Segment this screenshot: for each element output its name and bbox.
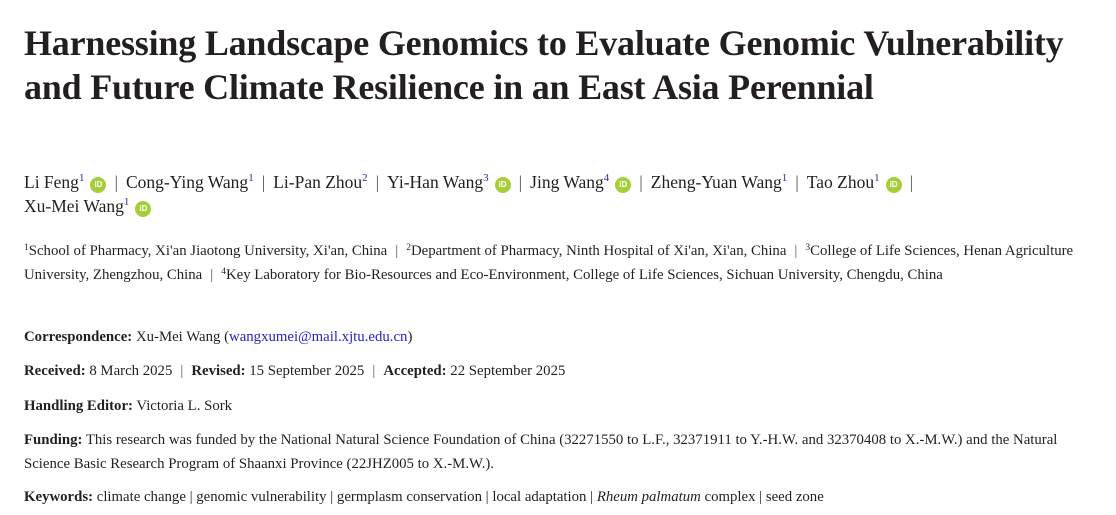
author[interactable]: Tao Zhou1 iD: [806, 172, 902, 193]
affiliation-text: College of Life Sciences, Henan Agricult…: [24, 243, 1074, 283]
divider: |: [518, 172, 523, 192]
keyword-rest: complex: [700, 489, 756, 505]
affiliation-superscript[interactable]: 2: [362, 172, 368, 184]
author[interactable]: Yi-Han Wang3 iD: [387, 172, 511, 193]
affiliation-superscript[interactable]: 1: [78, 172, 85, 184]
handling-editor: Handling Editor: Victoria L. Sork: [24, 395, 1099, 419]
author-name[interactable]: Jing Wang: [530, 172, 604, 192]
orcid-icon[interactable]: iD: [135, 201, 152, 217]
divider: |: [180, 363, 184, 379]
affiliation-number: 2: [406, 243, 411, 253]
divider: |: [375, 172, 380, 192]
divider: |: [372, 363, 376, 379]
funding-label: Funding:: [24, 432, 83, 448]
received-date: 8 March 2025: [89, 363, 173, 379]
divider: |: [909, 172, 914, 192]
editor-label: Handling Editor:: [24, 398, 133, 414]
correspondence-label: Correspondence:: [24, 329, 133, 345]
author-name[interactable]: Xu-Mei Wang: [24, 196, 124, 216]
affiliation-superscript[interactable]: 3: [483, 172, 489, 184]
affiliation-superscript[interactable]: 1: [781, 172, 788, 184]
funding-text: This research was funded by the National…: [24, 432, 1058, 472]
author-name[interactable]: Li-Pan Zhou: [273, 172, 363, 192]
author-name[interactable]: Cong-Ying Wang: [125, 172, 249, 192]
keyword: climate change: [96, 489, 186, 505]
author-name[interactable]: Tao Zhou: [806, 172, 875, 192]
orcid-icon[interactable]: iD: [615, 177, 632, 193]
affiliation-number: 3: [805, 243, 811, 253]
revised-label: Revised:: [191, 363, 246, 379]
author[interactable]: Jing Wang4 iD: [530, 172, 632, 193]
revised-date: 15 September 2025: [249, 363, 365, 379]
keyword: Rheum palmatum complex: [597, 489, 756, 505]
keyword-italic: Rheum palmatum: [596, 489, 701, 505]
keyword: local adaptation: [492, 489, 587, 505]
keyword: germplasm conservation: [336, 489, 482, 505]
correspondence-name: Xu-Mei Wang: [135, 329, 221, 345]
affiliation-superscript[interactable]: 4: [603, 172, 610, 184]
affiliation-superscript[interactable]: 1: [248, 172, 254, 184]
affiliation-number: 4: [221, 266, 226, 277]
editor-name: Victoria L. Sork: [136, 398, 233, 414]
divider: |: [261, 172, 266, 192]
author-name[interactable]: Li Feng: [24, 172, 79, 192]
affiliation-superscript[interactable]: 1: [123, 196, 130, 208]
affiliation-text: School of Pharmacy, Xi'an Jiaotong Unive…: [28, 243, 388, 259]
author[interactable]: Li Feng1 iD: [24, 172, 107, 193]
orcid-icon[interactable]: iD: [90, 177, 107, 193]
divider: |: [395, 243, 399, 259]
divider: |: [114, 172, 118, 192]
author-list: Li Feng1iD | Cong-Ying Wang1 | Li-Pan Zhou2 |…: [24, 170, 1099, 218]
author[interactable]: Xu-Mei Wang1 iD: [24, 196, 152, 217]
orcid-icon[interactable]: iD: [885, 177, 902, 193]
divider: |: [795, 172, 799, 192]
correspondence-email-link[interactable]: wangxumei@mail.xjtu.edu.cn: [229, 329, 408, 345]
keywords: Keywords: climate change | genomic vulne…: [24, 489, 824, 505]
article-title: Harnessing Landscape Genomics to Evaluat…: [24, 23, 1064, 107]
correspondence: Correspondence: Xu-Mei Wang (wangxumei@m…: [24, 329, 413, 345]
received-label: Received:: [24, 363, 86, 379]
keyword: seed zone: [765, 489, 824, 505]
keywords-label: Keywords:: [24, 489, 94, 505]
divider: |: [210, 266, 214, 283]
accepted-label: Accepted:: [383, 363, 447, 379]
author[interactable]: Cong-Ying Wang1: [126, 172, 254, 192]
author[interactable]: Li-Pan Zhou2: [273, 172, 367, 192]
article-dates: Received: 8 March 2025 | Revised: 15 Septe…: [24, 360, 1099, 384]
affiliation-text: Key Laboratory for Bio-Resources and Eco…: [225, 266, 943, 283]
funding: Funding: This research was funded by the…: [24, 429, 1099, 476]
affiliations: 1School of Pharmacy, Xi'an Jiaotong Univ…: [24, 240, 1099, 287]
divider: |: [794, 243, 798, 259]
affiliation-number: 1: [24, 243, 29, 253]
accepted-date: 22 September 2025: [450, 363, 566, 379]
author-name[interactable]: Yi-Han Wang: [387, 172, 484, 192]
affiliation-superscript[interactable]: 1: [874, 172, 880, 184]
author-name[interactable]: Zheng-Yuan Wang: [650, 172, 782, 192]
keyword: genomic vulnerability: [196, 489, 327, 505]
author[interactable]: Zheng-Yuan Wang1: [651, 172, 787, 192]
affiliation-text: Department of Pharmacy, Ninth Hospital o…: [410, 243, 787, 259]
orcid-icon[interactable]: iD: [494, 177, 511, 193]
divider: |: [639, 172, 643, 192]
